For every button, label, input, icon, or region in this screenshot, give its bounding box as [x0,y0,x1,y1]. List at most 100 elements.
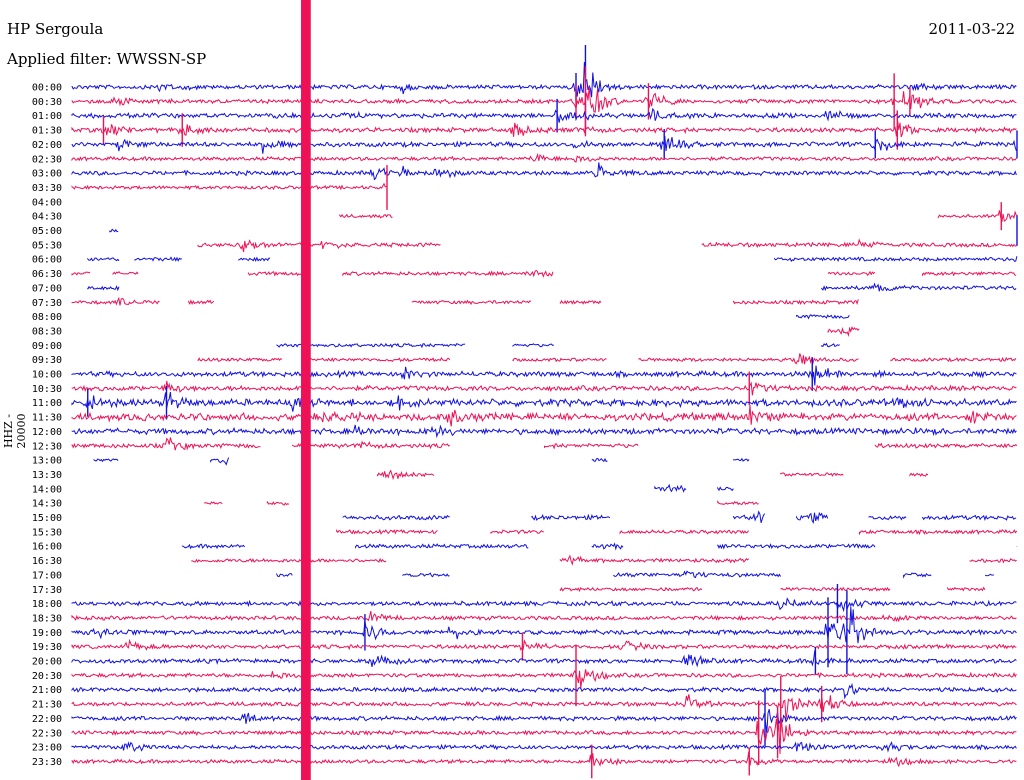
trace-line [922,514,1017,522]
time-label: 01:30 [32,126,62,137]
large-event-trace [301,0,307,780]
trace-line [937,210,1017,223]
trace-line [922,271,1017,277]
trace-line [197,239,441,253]
trace-line [71,424,1017,439]
trace-line [638,353,859,365]
trace-line [71,610,1017,623]
trace-line [780,472,844,477]
trace-line [71,709,1017,734]
trace-line [71,741,1017,753]
time-label: 15:30 [32,527,62,538]
time-label: 02:30 [32,154,62,165]
trace-line [71,86,1017,113]
time-label: 22:00 [32,714,62,725]
trace-line [71,682,1017,700]
trace-line [868,515,907,521]
trace-line [71,751,1017,768]
seismic-traces [71,45,1018,779]
trace-line [733,510,766,523]
time-label: 09:30 [32,355,62,366]
time-label: 17:00 [32,570,62,581]
time-label: 13:30 [32,470,62,481]
time-label: 06:00 [32,255,62,266]
trace-line [821,282,1017,292]
trace-line [71,162,1017,181]
trace-line [71,669,1017,689]
trace-line [512,343,554,348]
trace-line [796,313,850,320]
trace-line [87,285,120,292]
time-label: 20:30 [32,671,62,682]
trace-line [292,440,450,450]
time-label: 17:30 [32,585,62,596]
trace-line [342,514,450,521]
time-label: 01:00 [32,111,62,122]
time-label: 04:00 [32,197,62,208]
trace-line [859,529,1018,536]
trace-line [774,256,1018,263]
trace-line [717,543,876,550]
trace-line [71,650,1017,668]
trace-line [238,256,271,262]
time-label: 03:30 [32,183,62,194]
time-label: 18:30 [32,613,62,624]
trace-line [71,606,1017,644]
trace-line [71,152,1017,163]
time-label: 05:30 [32,240,62,251]
trace-line [71,271,91,276]
trace-line [266,501,290,506]
trace-line [188,299,215,306]
trace-line [247,271,308,277]
trace-line [71,61,1017,98]
time-label: 22:30 [32,728,62,739]
time-label: 14:00 [32,484,62,495]
trace-line [909,472,929,477]
time-label: 07:00 [32,283,62,294]
trace-line [827,326,860,338]
trace-line [717,486,734,492]
time-label: 11:30 [32,413,62,424]
trace-line [544,442,639,450]
trace-line [411,299,532,306]
trace-line [559,586,703,593]
time-label: 00:00 [32,83,62,94]
time-label: 08:30 [32,326,62,337]
trace-line [985,573,995,577]
time-label: 10:30 [32,384,62,395]
trace-line [874,442,1018,449]
time-label: 04:30 [32,212,62,223]
trace-line [591,542,624,551]
date-label: 2011-03-22 [928,20,1015,38]
trace-line [947,586,986,592]
large-event-trace [305,0,311,780]
trace-line [71,135,1017,154]
trace-line [490,529,544,535]
trace-line [342,269,554,278]
time-label: 23:00 [32,743,62,754]
trace-line [969,558,1017,564]
time-label: 21:00 [32,685,62,696]
trace-line [512,357,607,363]
trace-line [203,501,223,505]
trace-line [71,638,1017,652]
trace-line [701,238,1017,249]
trace-line [109,228,119,233]
trace-line [780,586,891,592]
trace-line [796,511,829,524]
trace-line [402,572,450,578]
trace-line [71,404,1017,427]
trace-line [821,342,840,348]
time-label: 13:00 [32,456,62,467]
trace-line [210,457,230,466]
trace-line [71,380,1017,396]
time-label: 16:00 [32,542,62,553]
filter-label: Applied filter: WWSSN-SP [7,50,207,68]
time-label: 23:30 [32,757,62,768]
trace-line [339,213,393,219]
time-label: 09:00 [32,341,62,352]
trace-line [71,296,160,306]
trace-line [827,270,876,277]
trace-line [71,182,387,191]
